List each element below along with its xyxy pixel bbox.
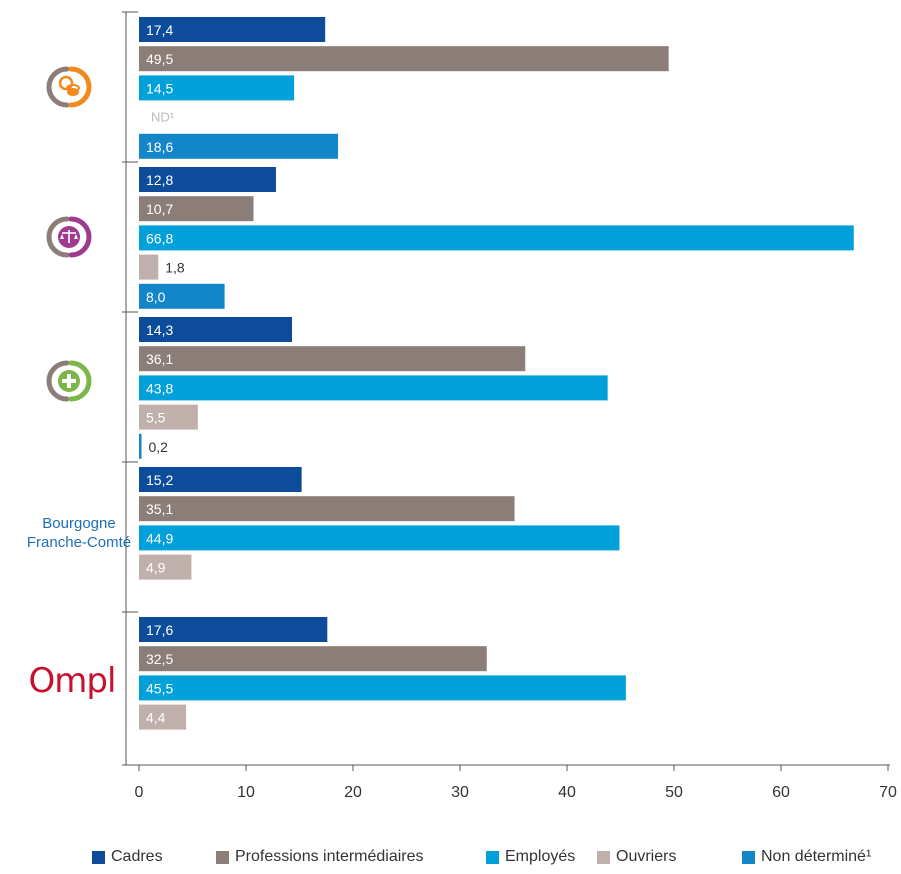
bar-non_determine	[139, 283, 225, 309]
bar-value-label: 10,7	[146, 201, 173, 217]
cross-horizontal-icon	[62, 379, 76, 383]
legend-swatch-cadres	[92, 850, 105, 864]
legend-item-ouvriers: Ouvriers	[597, 848, 676, 866]
coin-top-icon	[66, 84, 80, 92]
x-tick-label: 50	[665, 784, 683, 801]
bar-value-label: ND¹	[151, 110, 175, 125]
bar-employes	[139, 75, 295, 101]
legend-label-professions-intermediaires: Professions intermédiaires	[235, 848, 424, 865]
bar-value-label: 17,4	[146, 22, 173, 38]
bar-employes	[139, 675, 626, 701]
gear-coin-icon	[58, 75, 74, 91]
bar-value-label: 43,8	[146, 380, 173, 396]
bar-cadres	[139, 167, 276, 192]
x-tick-label: 10	[237, 784, 255, 801]
bar-value-label: 14,5	[146, 80, 173, 96]
legend-swatch-employes	[486, 850, 499, 864]
bar-value-label: 49,5	[146, 51, 173, 67]
bar-cadres	[139, 17, 326, 42]
bar-value-label: 12,8	[146, 172, 173, 188]
bar-employes	[139, 375, 608, 401]
bar-cadres	[139, 317, 293, 342]
x-tick-label: 0	[135, 784, 144, 801]
bar-value-label: 66,8	[146, 230, 173, 246]
bar-ouvriers	[139, 554, 192, 580]
scales-pan-left-icon	[60, 234, 64, 239]
x-tick-label: 60	[772, 784, 790, 801]
bar-value-label: 17,6	[146, 622, 173, 638]
bar-value-label: 45,5	[146, 680, 173, 696]
scales-pan-right-icon	[74, 234, 78, 239]
legend-label-employes: Employés	[505, 848, 576, 865]
bar-value-label: 32,5	[146, 651, 173, 667]
bar-professions_intermediaires	[139, 196, 254, 222]
bar-value-label: 5,5	[146, 410, 166, 426]
legend: Cadres Professions intermédiaires Employ…	[0, 848, 901, 872]
x-tick-label: 70	[879, 784, 897, 801]
legend-swatch-professions-intermediaires	[216, 850, 229, 864]
bar-value-label: 4,4	[146, 710, 166, 726]
bar-value-label: 1,8	[165, 260, 185, 276]
bar-value-label: 4,9	[146, 560, 166, 576]
gear-coin-icon-ring-left	[46, 66, 70, 108]
ompl-logo: Ompl	[29, 661, 116, 701]
legend-label-ouvriers: Ouvriers	[616, 848, 677, 865]
bar-employes	[139, 525, 620, 551]
bar-ouvriers	[139, 404, 198, 430]
bar-value-label: 44,9	[146, 530, 173, 546]
bar-value-label: 0,2	[149, 439, 169, 455]
legend-item-cadres: Cadres	[92, 848, 163, 866]
bar-value-label: 35,1	[146, 501, 173, 517]
legend-swatch-non-determine	[742, 850, 755, 864]
legend-item-employes: Employés	[486, 848, 575, 866]
health-cross-icon-ring-right	[68, 360, 92, 402]
x-tick-label: 30	[451, 784, 469, 801]
bar-value-label: 8,0	[146, 289, 166, 305]
justice-scales-icon-ring-right	[68, 216, 92, 258]
bar-professions_intermediaires	[139, 346, 526, 372]
group-label-line-2: Franche-Comté	[26, 534, 132, 551]
legend-label-cadres: Cadres	[111, 848, 163, 865]
legend-label-non-determine: Non déterminé¹	[761, 848, 872, 865]
gear-coin-icon-ring-right	[68, 66, 92, 108]
bar-value-label: 15,2	[146, 472, 173, 488]
health-cross-icon-ring-left	[46, 360, 70, 402]
bar-value-label: 18,6	[146, 139, 173, 155]
group-label-bourgogne: Bourgogne Franche-Comté	[14, 514, 144, 552]
bar-ouvriers	[139, 254, 159, 280]
justice-scales-icon-ring-left	[46, 216, 70, 258]
bar-value-label: 36,1	[146, 351, 173, 367]
bar-non_determine	[139, 133, 339, 159]
bar-professions_intermediaires	[139, 46, 669, 72]
x-tick-label: 20	[344, 784, 362, 801]
bar-professions_intermediaires	[139, 496, 515, 522]
x-tick-label: 40	[558, 784, 576, 801]
bar-non_determine	[139, 433, 142, 459]
bar-value-label: 14,3	[146, 322, 173, 338]
group-label-line-1: Bourgogne	[42, 515, 116, 532]
bar-ouvriers	[139, 704, 187, 730]
legend-item-professions-intermediaires: Professions intermédiaires	[216, 848, 424, 866]
bar-cadres	[139, 617, 328, 642]
legend-item-non-determine: Non déterminé¹	[742, 848, 871, 866]
bar-cadres	[139, 467, 302, 492]
bar-employes	[139, 225, 854, 251]
bar-professions_intermediaires	[139, 646, 487, 672]
legend-swatch-ouvriers	[597, 850, 610, 864]
